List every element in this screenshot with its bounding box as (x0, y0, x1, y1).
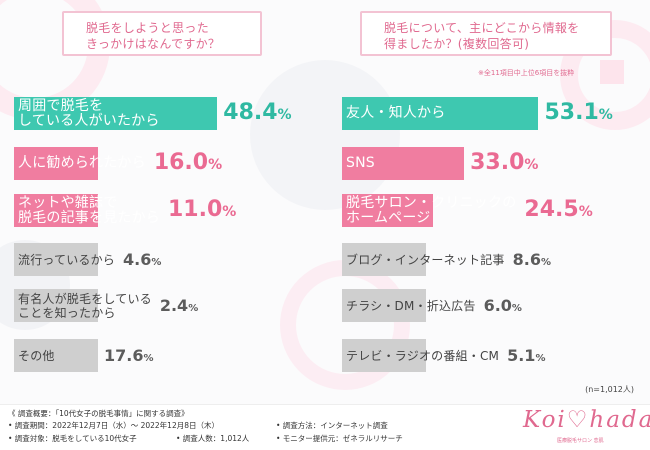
right-bar-label-3-line-0: ブログ・インターネット記事 (346, 252, 505, 267)
survey-footer: 《 調査概要：「10代女子の脱毛事情」に関する調査》 • 調査期間：2022年1… (0, 404, 650, 450)
left-bar-label-5: その他 (18, 349, 55, 363)
left-bar-label-4-line-1: ことを知ったから (18, 305, 116, 320)
right-bar-label-5: テレビ・ラジオの番組・CM (346, 349, 499, 363)
survey-target: • 調査対象：脱毛をしている10代女子 (8, 434, 137, 443)
left-bar-label-0: 周囲で脱毛を している人がいたから (18, 97, 160, 129)
decor-circle-center (250, 60, 400, 210)
right-bar-label-4-line-0: チラシ・DM・折込広告 (346, 298, 476, 313)
right-bar-value-2: 24.5% (524, 197, 593, 223)
survey-period: • 調査期間：2022年12月7日（水）〜 2022年12月8日（木） (8, 421, 219, 430)
left-bar-4 (14, 289, 98, 322)
left-bar-label-2: ネットや雑誌で 脱毛の記事を見たから (18, 194, 160, 226)
left-question-box: 脱毛をしようと思った きっかけはなんですか？ (62, 11, 262, 56)
right-bar-4 (342, 289, 426, 322)
right-bar-value-3: 8.6% (512, 249, 551, 269)
left-bar-2 (14, 194, 98, 227)
right-question-box: 脱毛について、主にどこから情報を 得ましたか？(複数回答可) (360, 11, 612, 56)
right-bar-1 (342, 147, 465, 180)
right-question-line2: 得ましたか？(複数回答可) (384, 37, 530, 51)
sample-size: (n=1,012人) (585, 385, 634, 394)
right-bar-2 (342, 194, 433, 227)
left-question-line2: きっかけはなんですか？ (86, 37, 221, 51)
right-bar-value-0: 53.1% (544, 100, 613, 126)
right-bar-5 (342, 339, 426, 372)
right-bar-label-2-line-0: 脱毛サロン・クリニックの (346, 194, 517, 211)
right-bar-0 (342, 97, 539, 130)
left-bar-label-0-line-0: 周囲で脱毛を (18, 97, 104, 114)
survey-overview: 《 調査概要：「10代女子の脱毛事情」に関する調査》 (8, 409, 189, 418)
left-bar-1 (14, 147, 98, 180)
left-bar-label-0-line-1: している人がいたから (18, 112, 160, 129)
right-bar-label-1-line-0: SNS (346, 155, 375, 171)
right-question-note: ※全11項目中上位6項目を抜粋 (478, 69, 575, 77)
survey-provider: • モニター提供元：ゼネラルリサーチ (276, 434, 403, 443)
left-bar-label-2-line-1: 脱毛の記事を見たから (18, 209, 160, 226)
left-bar-label-5-line-0: その他 (18, 348, 55, 363)
right-bar-value-5: 5.1% (507, 345, 546, 365)
right-bar-label-2: 脱毛サロン・クリニックの ホームページ (346, 194, 517, 226)
left-bar-value-2: 11.0% (168, 197, 237, 223)
survey-count: • 調査人数：1,012人 (176, 434, 250, 443)
decor-square (600, 60, 624, 84)
right-bar-label-4: チラシ・DM・折込広告 (346, 299, 476, 313)
right-bar-3 (342, 243, 426, 276)
survey-method: • 調査方法：インターネット調査 (276, 421, 388, 430)
left-bar-label-1-line-0: 人に勧められたから (18, 155, 146, 171)
brand-logo-subtitle: 医療脱毛サロン 恋肌 (557, 438, 604, 444)
right-bar-label-3: ブログ・インターネット記事 (346, 253, 505, 267)
left-bar-label-4-line-0: 有名人が脱毛をしている (18, 291, 152, 306)
left-bar-label-3-line-0: 流行っているから (18, 252, 116, 267)
right-question-line1: 脱毛について、主にどこから情報を (384, 21, 580, 35)
left-bar-label-2-line-0: ネットや雑誌で (18, 194, 118, 211)
left-question-line1: 脱毛をしようと思った (86, 21, 210, 35)
left-bar-value-0: 48.4% (223, 100, 292, 126)
left-bar-value-5: 17.6% (104, 345, 154, 365)
brand-logo-text: Koi♡hada (523, 407, 650, 433)
brand-logo: Koi♡hada 医療脱毛サロン 恋肌 (523, 407, 650, 447)
right-bar-label-5-line-0: テレビ・ラジオの番組・CM (346, 348, 500, 363)
right-bar-value-1: 33.0% (470, 150, 539, 176)
right-bar-label-1: SNS (346, 156, 375, 171)
left-bar-label-1: 人に勧められたから (18, 156, 146, 171)
left-bar-5 (14, 339, 98, 372)
left-bar-value-1: 16.0% (153, 150, 223, 176)
right-bar-label-0-line-0: 友人・知人から (346, 105, 446, 121)
left-bar-value-3: 4.6% (123, 249, 162, 269)
left-bar-0 (14, 97, 218, 130)
right-bar-label-0: 友人・知人から (346, 106, 445, 121)
left-bar-3 (14, 243, 98, 276)
left-bar-label-4: 有名人が脱毛をしている ことを知ったから (18, 292, 152, 320)
right-bar-label-2-line-1: ホームページ (346, 209, 431, 226)
left-bar-label-3: 流行っているから (18, 253, 115, 267)
right-bar-value-4: 6.0% (483, 295, 522, 315)
left-bar-value-4: 2.4% (159, 295, 199, 315)
